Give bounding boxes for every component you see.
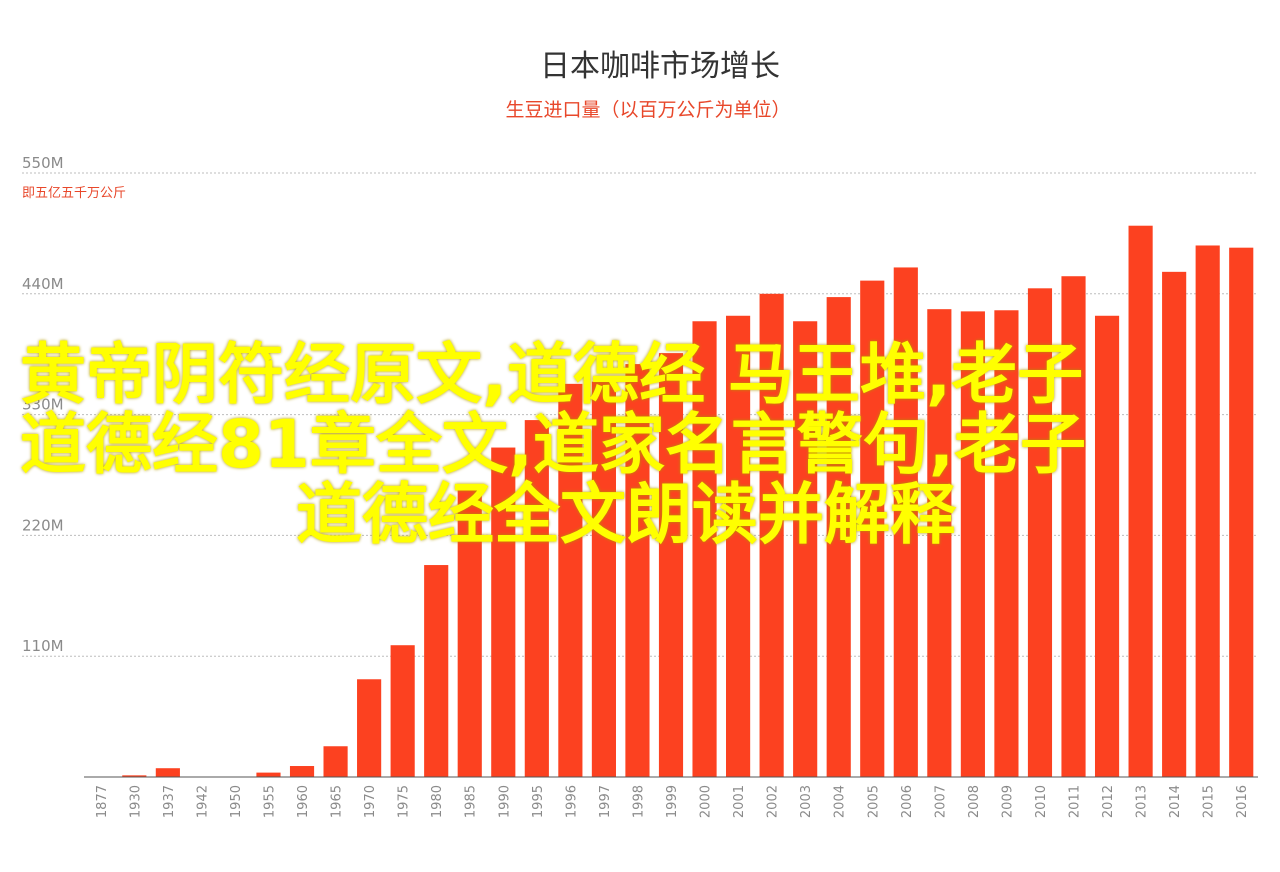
bar-1960 xyxy=(289,766,315,777)
bar-1990 xyxy=(491,447,516,777)
bars xyxy=(122,225,1254,778)
bar-2009 xyxy=(994,310,1019,777)
bar-2015 xyxy=(1195,245,1220,778)
x-tick-label: 1997 xyxy=(598,785,613,818)
y-tick-label: 330M xyxy=(22,396,64,414)
x-tick-label: 2007 xyxy=(933,785,948,818)
bar-2013 xyxy=(1128,225,1153,778)
bar-2012 xyxy=(1094,315,1120,777)
bar-2001 xyxy=(726,315,751,777)
bar-1970 xyxy=(357,679,382,777)
bar-1930 xyxy=(122,775,147,777)
x-tick-label: 2004 xyxy=(833,785,848,818)
x-tick-label: 1999 xyxy=(665,785,680,818)
bar-2008 xyxy=(960,311,985,777)
x-tick-label: 2009 xyxy=(1000,785,1015,818)
x-tick-label: 2001 xyxy=(732,785,747,818)
x-tick-label: 1960 xyxy=(296,785,311,818)
x-tick-label: 2005 xyxy=(866,785,881,818)
x-axis-ticks: 1877 1930 1937 1942 1950 1955 1960 1965 1970 1975… xyxy=(95,785,1250,818)
y-unit-note: 即五亿五千万公斤 xyxy=(22,186,126,201)
bar-2005 xyxy=(860,280,885,777)
bar-2006 xyxy=(893,267,918,777)
bar-1995 xyxy=(524,420,549,777)
x-tick-label: 1975 xyxy=(397,785,412,818)
x-tick-label: 1955 xyxy=(262,785,277,818)
x-tick-label: 1937 xyxy=(162,785,177,818)
bar-2010 xyxy=(1027,288,1053,777)
x-tick-label: 1942 xyxy=(195,785,210,818)
x-tick-label: 2010 xyxy=(1034,785,1049,818)
bar-2002 xyxy=(759,293,784,777)
y-axis-ticks: 550M 440M 330M 220M 110M xyxy=(22,154,64,655)
bar-1997 xyxy=(591,381,616,777)
bar-1975 xyxy=(390,645,415,777)
bar-1985 xyxy=(457,489,482,777)
bar-2014 xyxy=(1162,271,1187,777)
x-tick-label: 2000 xyxy=(699,785,714,818)
bar-1999 xyxy=(658,353,684,777)
y-tick-label: 220M xyxy=(22,516,64,534)
bar-1998 xyxy=(625,364,650,777)
x-tick-label: 1985 xyxy=(464,785,479,818)
x-tick-label: 1950 xyxy=(229,785,244,818)
bar-2003 xyxy=(793,321,818,777)
bar-1965 xyxy=(323,746,348,777)
bar-2011 xyxy=(1061,276,1086,777)
bar-1996 xyxy=(558,383,583,777)
bar-2004 xyxy=(826,297,851,777)
x-tick-label: 2014 xyxy=(1168,785,1183,818)
x-tick-label: 1996 xyxy=(564,785,579,818)
x-tick-label: 1930 xyxy=(128,785,143,818)
x-tick-label: 1995 xyxy=(531,785,546,818)
y-tick-label: 440M xyxy=(22,275,64,293)
chart-title: 日本咖啡市场增长 xyxy=(540,49,780,84)
x-tick-label: 2006 xyxy=(900,785,915,818)
x-tick-label: 1965 xyxy=(330,785,345,818)
x-tick-label: 1980 xyxy=(430,785,445,818)
x-tick-label: 2012 xyxy=(1101,785,1116,818)
bar-1937 xyxy=(155,768,180,777)
bar-2000 xyxy=(692,321,717,777)
chart-subtitle: 生豆进口量（以百万公斤为单位） xyxy=(505,99,790,121)
x-tick-label: 1877 xyxy=(95,785,110,818)
bar-1955 xyxy=(256,772,281,777)
x-tick-label: 2002 xyxy=(766,785,781,818)
bar-1980 xyxy=(424,565,449,777)
x-tick-label: 1970 xyxy=(363,785,378,818)
x-tick-label: 2015 xyxy=(1202,785,1217,818)
x-tick-label: 2011 xyxy=(1068,785,1083,818)
x-tick-label: 2008 xyxy=(967,785,982,818)
x-tick-label: 1998 xyxy=(631,785,646,818)
x-tick-label: 1990 xyxy=(497,785,512,818)
bar-2007 xyxy=(927,309,952,777)
x-tick-label: 2013 xyxy=(1135,785,1150,818)
y-tick-label: 110M xyxy=(22,637,64,655)
x-tick-label: 2016 xyxy=(1235,785,1250,818)
y-tick-label: 550M xyxy=(22,154,64,172)
bar-2016 xyxy=(1229,247,1254,777)
x-tick-label: 2003 xyxy=(799,785,814,818)
